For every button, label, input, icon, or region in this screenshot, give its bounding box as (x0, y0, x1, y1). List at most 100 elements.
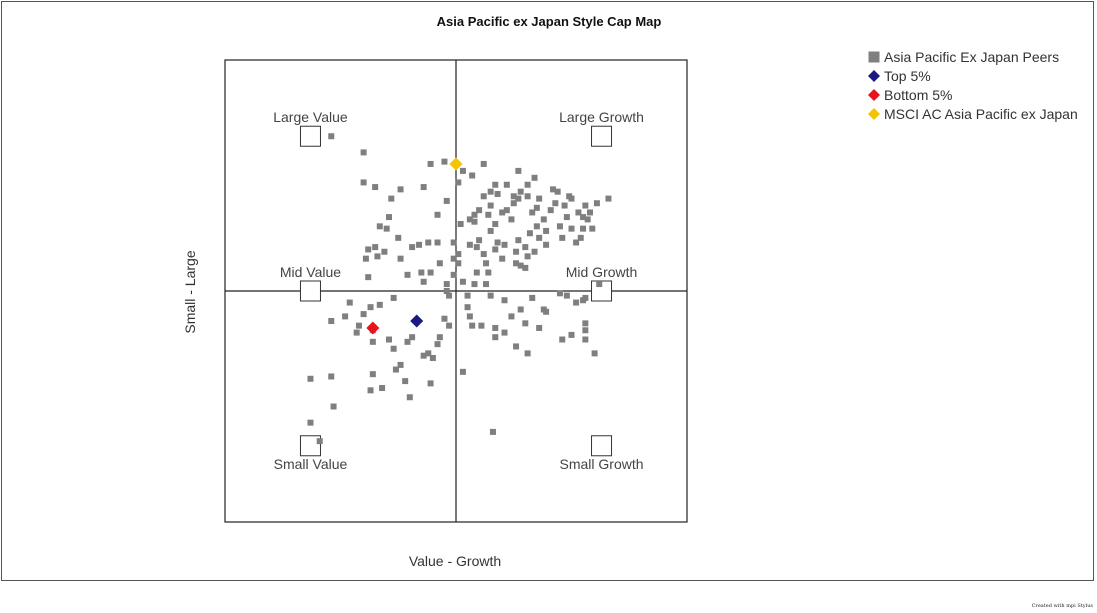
point-asia-pacific-ex-japan-peers (515, 237, 522, 244)
legend: Asia Pacific Ex Japan Peers Top 5% Bottom … (868, 49, 1078, 122)
point-asia-pacific-ex-japan-peers (586, 209, 593, 216)
point-asia-pacific-ex-japan-peers (580, 225, 587, 232)
point-asia-pacific-ex-japan-peers (508, 216, 515, 223)
point-asia-pacific-ex-japan-peers (487, 188, 494, 195)
point-asia-pacific-ex-japan-peers (362, 255, 369, 262)
point-asia-pacific-ex-japan-peers (536, 234, 543, 241)
point-asia-pacific-ex-japan-peers (434, 341, 441, 348)
point-asia-pacific-ex-japan-peers (478, 322, 485, 329)
point-asia-pacific-ex-japan-peers (420, 278, 427, 285)
point-asia-pacific-ex-japan-peers (360, 179, 367, 186)
point-asia-pacific-ex-japan-peers (568, 331, 575, 338)
point-asia-pacific-ex-japan-peers (582, 327, 589, 334)
point-asia-pacific-ex-japan-peers (418, 269, 425, 276)
point-asia-pacific-ex-japan-peers (531, 248, 538, 255)
point-asia-pacific-ex-japan-peers (427, 269, 434, 276)
point-asia-pacific-ex-japan-peers (566, 193, 573, 200)
point-asia-pacific-ex-japan-peers (464, 304, 471, 311)
point-asia-pacific-ex-japan-peers (492, 181, 499, 188)
point-asia-pacific-ex-japan-peers (524, 253, 531, 260)
point-asia-pacific-ex-japan-peers (425, 239, 432, 246)
point-asia-pacific-ex-japan-peers (455, 260, 462, 267)
point-asia-pacific-ex-japan-peers (360, 311, 367, 318)
data-points (307, 133, 612, 445)
point-asia-pacific-ex-japan-peers (406, 394, 413, 401)
point-asia-pacific-ex-japan-peers (476, 237, 483, 244)
point-asia-pacific-ex-japan-peers (328, 373, 335, 380)
point-asia-pacific-ex-japan-peers (316, 438, 323, 445)
point-asia-pacific-ex-japan-peers (563, 214, 570, 221)
point-asia-pacific-ex-japan-peers (381, 248, 388, 255)
point-asia-pacific-ex-japan-peers (469, 322, 476, 329)
point-asia-pacific-ex-japan-peers (492, 324, 499, 331)
style-label-mid-growth: Mid Growth (566, 264, 638, 280)
point-asia-pacific-ex-japan-peers (483, 281, 490, 288)
y-axis-label: Small - Large (182, 250, 198, 333)
point-asia-pacific-ex-japan-peers (409, 334, 416, 341)
point-asia-pacific-ex-japan-peers (522, 264, 529, 271)
point-asia-pacific-ex-japan-peers (533, 204, 540, 211)
point-asia-pacific-ex-japan-peers (503, 181, 510, 188)
point-asia-pacific-ex-japan-peers (374, 253, 381, 260)
credit-text: Created with mpi Stylus (1031, 603, 1093, 609)
point-asia-pacific-ex-japan-peers (420, 352, 427, 359)
point-asia-pacific-ex-japan-peers (473, 244, 480, 251)
chart-title: Asia Pacific ex Japan Style Cap Map (437, 14, 662, 29)
point-asia-pacific-ex-japan-peers (582, 320, 589, 327)
legend-label-bottom-5: Bottom 5% (884, 87, 952, 103)
point-asia-pacific-ex-japan-peers (499, 255, 506, 262)
legend-marker-top-5 (868, 70, 880, 82)
point-asia-pacific-ex-japan-peers (501, 241, 508, 248)
point-asia-pacific-ex-japan-peers (443, 197, 450, 204)
style-box-mid-value (299, 280, 321, 302)
legend-marker-asia-pacific-ex-japan-peers (868, 51, 880, 63)
point-asia-pacific-ex-japan-peers (434, 239, 441, 246)
style-label-large-value: Large Value (273, 109, 348, 125)
point-asia-pacific-ex-japan-peers (513, 248, 520, 255)
point-asia-pacific-ex-japan-peers (457, 221, 464, 228)
point-asia-pacific-ex-japan-peers (508, 313, 515, 320)
point-asia-pacific-ex-japan-peers (513, 260, 520, 267)
point-asia-pacific-ex-japan-peers (425, 350, 432, 357)
point-asia-pacific-ex-japan-peers (531, 174, 538, 181)
point-asia-pacific-ex-japan-peers (443, 288, 450, 294)
point-asia-pacific-ex-japan-peers (480, 251, 487, 258)
point-asia-pacific-ex-japan-peers (446, 322, 453, 329)
point-asia-pacific-ex-japan-peers (552, 200, 559, 207)
point-asia-pacific-ex-japan-peers (533, 223, 540, 230)
point-asia-pacific-ex-japan-peers (471, 218, 478, 225)
point-asia-pacific-ex-japan-peers (427, 380, 434, 387)
x-axis-label: Value - Growth (409, 553, 501, 569)
point-asia-pacific-ex-japan-peers (404, 271, 411, 278)
point-asia-pacific-ex-japan-peers (515, 167, 522, 174)
point-asia-pacific-ex-japan-peers (580, 214, 587, 221)
point-asia-pacific-ex-japan-peers (501, 297, 508, 304)
point-asia-pacific-ex-japan-peers (605, 195, 612, 202)
point-asia-pacific-ex-japan-peers (559, 234, 566, 241)
point-asia-pacific-ex-japan-peers (526, 230, 533, 237)
chart-frame: Asia Pacific ex Japan Style Cap Map Larg… (1, 1, 1094, 581)
point-asia-pacific-ex-japan-peers (328, 318, 335, 325)
point-asia-pacific-ex-japan-peers (471, 211, 478, 218)
point-asia-pacific-ex-japan-peers (383, 225, 390, 232)
point-asia-pacific-ex-japan-peers (441, 315, 448, 322)
point-asia-pacific-ex-japan-peers (577, 234, 584, 241)
style-box-large-growth (591, 125, 613, 147)
point-asia-pacific-ex-japan-peers (524, 350, 531, 357)
point-asia-pacific-ex-japan-peers (591, 350, 598, 357)
point-asia-pacific-ex-japan-peers (582, 294, 589, 301)
point-asia-pacific-ex-japan-peers (379, 385, 386, 392)
point-asia-pacific-ex-japan-peers (573, 299, 580, 306)
point-asia-pacific-ex-japan-peers (397, 361, 404, 368)
point-asia-pacific-ex-japan-peers (450, 271, 457, 278)
point-asia-pacific-ex-japan-peers (372, 244, 379, 251)
point-asia-pacific-ex-japan-peers (416, 241, 423, 248)
legend-marker-msci-ac-asia-pacific-ex-japan (868, 108, 880, 120)
point-asia-pacific-ex-japan-peers (485, 211, 492, 218)
point-asia-pacific-ex-japan-peers (446, 292, 453, 299)
point-asia-pacific-ex-japan-peers (492, 246, 499, 253)
point-asia-pacific-ex-japan-peers (524, 181, 531, 188)
legend-label-asia-pacific-ex-japan-peers: Asia Pacific Ex Japan Peers (884, 49, 1059, 65)
point-asia-pacific-ex-japan-peers (455, 179, 462, 186)
point-asia-pacific-ex-japan-peers (459, 368, 466, 375)
